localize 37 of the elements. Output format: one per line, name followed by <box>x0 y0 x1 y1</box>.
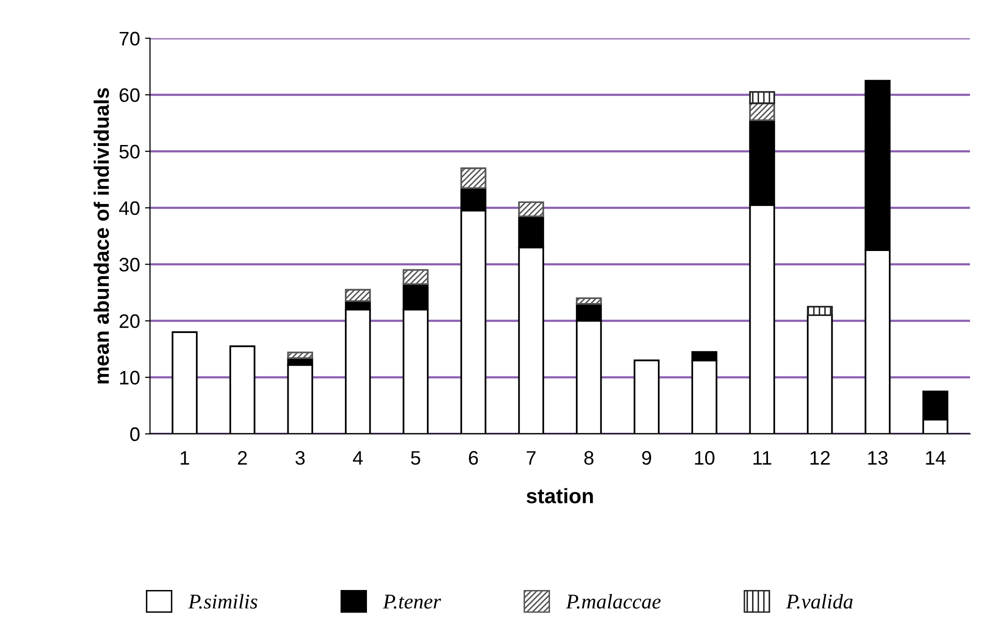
y-tick-label: 10 <box>120 370 140 385</box>
bar <box>460 167 486 189</box>
x-tick-label: 11 <box>754 451 772 465</box>
y-tick-label: 30 <box>119 258 140 272</box>
legend-label: P.valida <box>786 594 853 609</box>
x-tick-label: 10 <box>695 451 714 465</box>
y-tick-label: 20 <box>120 314 140 328</box>
bar <box>806 306 833 316</box>
y-tick-label: 50 <box>119 144 140 159</box>
x-tick-label: 7 <box>526 451 536 465</box>
x-tick-label: 12 <box>810 451 830 465</box>
bar <box>576 297 602 305</box>
x-tick-label: 1 <box>180 451 190 465</box>
bar <box>287 352 314 359</box>
x-axis-title: station <box>526 488 593 504</box>
bar <box>749 102 776 122</box>
x-tick-label: 3 <box>295 451 305 465</box>
legend-label: P.tener <box>382 594 442 609</box>
x-tick-label: 8 <box>584 451 594 465</box>
y-axis-title: mean abundace of individuals <box>94 88 109 384</box>
x-tick-label: 6 <box>468 451 478 465</box>
y-tick-label: 0 <box>130 427 140 442</box>
y-tick-label: 70 <box>120 32 140 46</box>
x-tick-label: 14 <box>926 451 946 465</box>
x-tick-label: 5 <box>411 451 420 465</box>
x-tick-label: 4 <box>352 451 363 465</box>
legend-label: P.malaccae <box>566 594 661 609</box>
legend-label: P.similis <box>188 594 258 609</box>
bar <box>518 201 544 218</box>
x-tick-label: 9 <box>642 451 652 465</box>
x-tick-label: 13 <box>868 451 888 465</box>
bar <box>749 91 776 104</box>
bar <box>344 288 371 302</box>
bar <box>402 269 429 285</box>
y-tick-label: 60 <box>120 88 140 102</box>
y-tick-label: 40 <box>119 201 140 216</box>
x-tick-label: 2 <box>238 451 247 465</box>
